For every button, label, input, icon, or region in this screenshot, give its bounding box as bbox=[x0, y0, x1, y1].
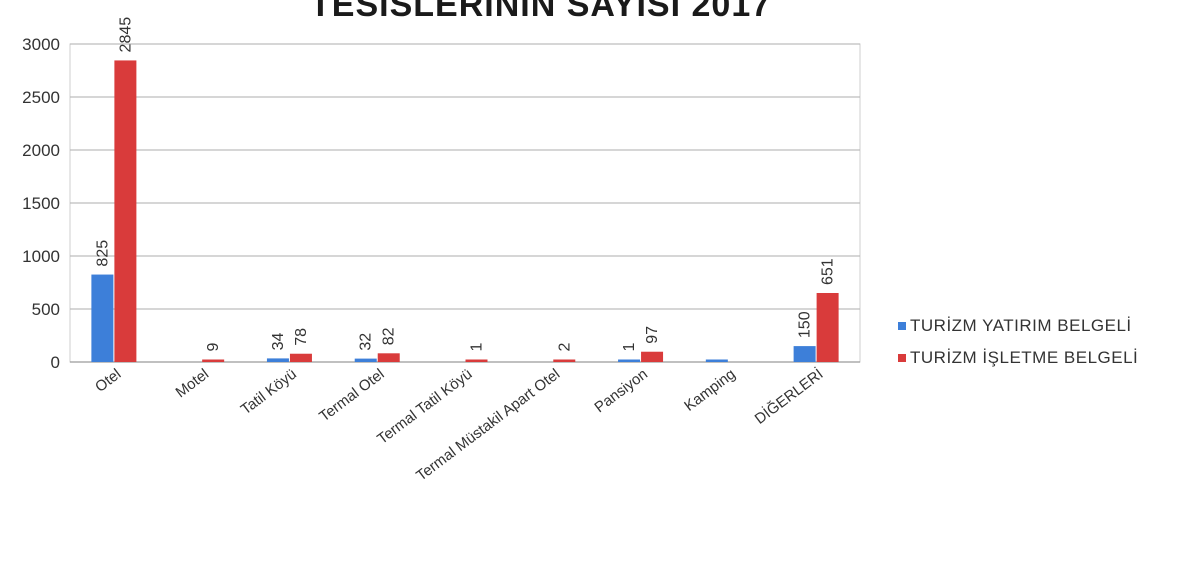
bar-isletme bbox=[289, 353, 312, 362]
data-label: 34 bbox=[270, 332, 287, 350]
legend: TURİZM YATIRIM BELGELİ TURİZM İŞLETME BE… bbox=[898, 310, 1138, 374]
data-label: 9 bbox=[205, 343, 222, 352]
bar-yatirim bbox=[793, 346, 816, 362]
y-tick-label: 500 bbox=[32, 300, 60, 319]
data-label: 2 bbox=[556, 343, 573, 352]
x-category-label: Termal Müstakil Apart Otel bbox=[413, 366, 563, 485]
bar-yatirim bbox=[354, 358, 377, 362]
x-category-label: Motel bbox=[173, 366, 213, 402]
bar-yatirim bbox=[705, 359, 728, 362]
y-tick-label: 1500 bbox=[22, 194, 60, 213]
bar-isletme bbox=[377, 353, 400, 362]
bar-isletme bbox=[641, 351, 664, 362]
data-label: 825 bbox=[94, 240, 111, 267]
data-label: 32 bbox=[358, 333, 375, 351]
chart-title: TESİSLERİNİN SAYISI 2017 bbox=[310, 0, 772, 24]
bar-isletme bbox=[553, 359, 576, 362]
gridlines bbox=[70, 43, 860, 363]
data-label: 78 bbox=[293, 328, 310, 346]
bars bbox=[91, 60, 839, 363]
bar-yatirim bbox=[618, 359, 641, 362]
bar-chart: 0 500 1000 1500 2000 2500 3000 825 34 32 1 150 2845… bbox=[22, 17, 861, 485]
x-category-label: Pansiyon bbox=[591, 366, 651, 417]
bar-isletme bbox=[465, 359, 488, 362]
x-category-label: Kamping bbox=[681, 366, 739, 415]
bar-yatirim bbox=[266, 358, 289, 362]
bar-isletme bbox=[114, 60, 137, 363]
data-label: 82 bbox=[381, 327, 398, 345]
data-label: 1 bbox=[469, 343, 486, 352]
bar-yatirim bbox=[91, 274, 114, 362]
legend-item-isletme: TURİZM İŞLETME BELGELİ bbox=[898, 342, 1138, 374]
data-labels: 825 34 32 1 150 2845 9 78 82 1 2 97 651 bbox=[94, 17, 836, 352]
x-category-label: Otel bbox=[92, 366, 124, 396]
y-tick-label: 3000 bbox=[22, 35, 60, 54]
y-axis-ticks: 0 500 1000 1500 2000 2500 3000 bbox=[22, 35, 60, 372]
x-category-label: Tatil Köyü bbox=[238, 366, 300, 419]
y-tick-label: 1000 bbox=[22, 247, 60, 266]
legend-item-yatirim: TURİZM YATIRIM BELGELİ bbox=[898, 310, 1138, 342]
data-label: 651 bbox=[820, 258, 837, 285]
data-label: 2845 bbox=[117, 17, 134, 53]
data-label: 150 bbox=[797, 311, 814, 338]
y-tick-label: 0 bbox=[51, 353, 60, 372]
x-category-label: Termal Otel bbox=[316, 366, 387, 426]
data-label: 97 bbox=[644, 326, 661, 344]
y-tick-label: 2500 bbox=[22, 88, 60, 107]
data-label: 1 bbox=[621, 343, 638, 352]
y-tick-label: 2000 bbox=[22, 141, 60, 160]
bar-isletme bbox=[816, 292, 839, 362]
legend-label-isletme: TURİZM İŞLETME BELGELİ bbox=[910, 348, 1139, 367]
legend-label-yatirim: TURİZM YATIRIM BELGELİ bbox=[910, 316, 1132, 335]
bar-isletme bbox=[202, 359, 225, 362]
legend-swatch-yatirim bbox=[898, 322, 906, 330]
x-category-label: DİĞERLERİ bbox=[751, 365, 826, 428]
legend-swatch-isletme bbox=[898, 354, 906, 362]
